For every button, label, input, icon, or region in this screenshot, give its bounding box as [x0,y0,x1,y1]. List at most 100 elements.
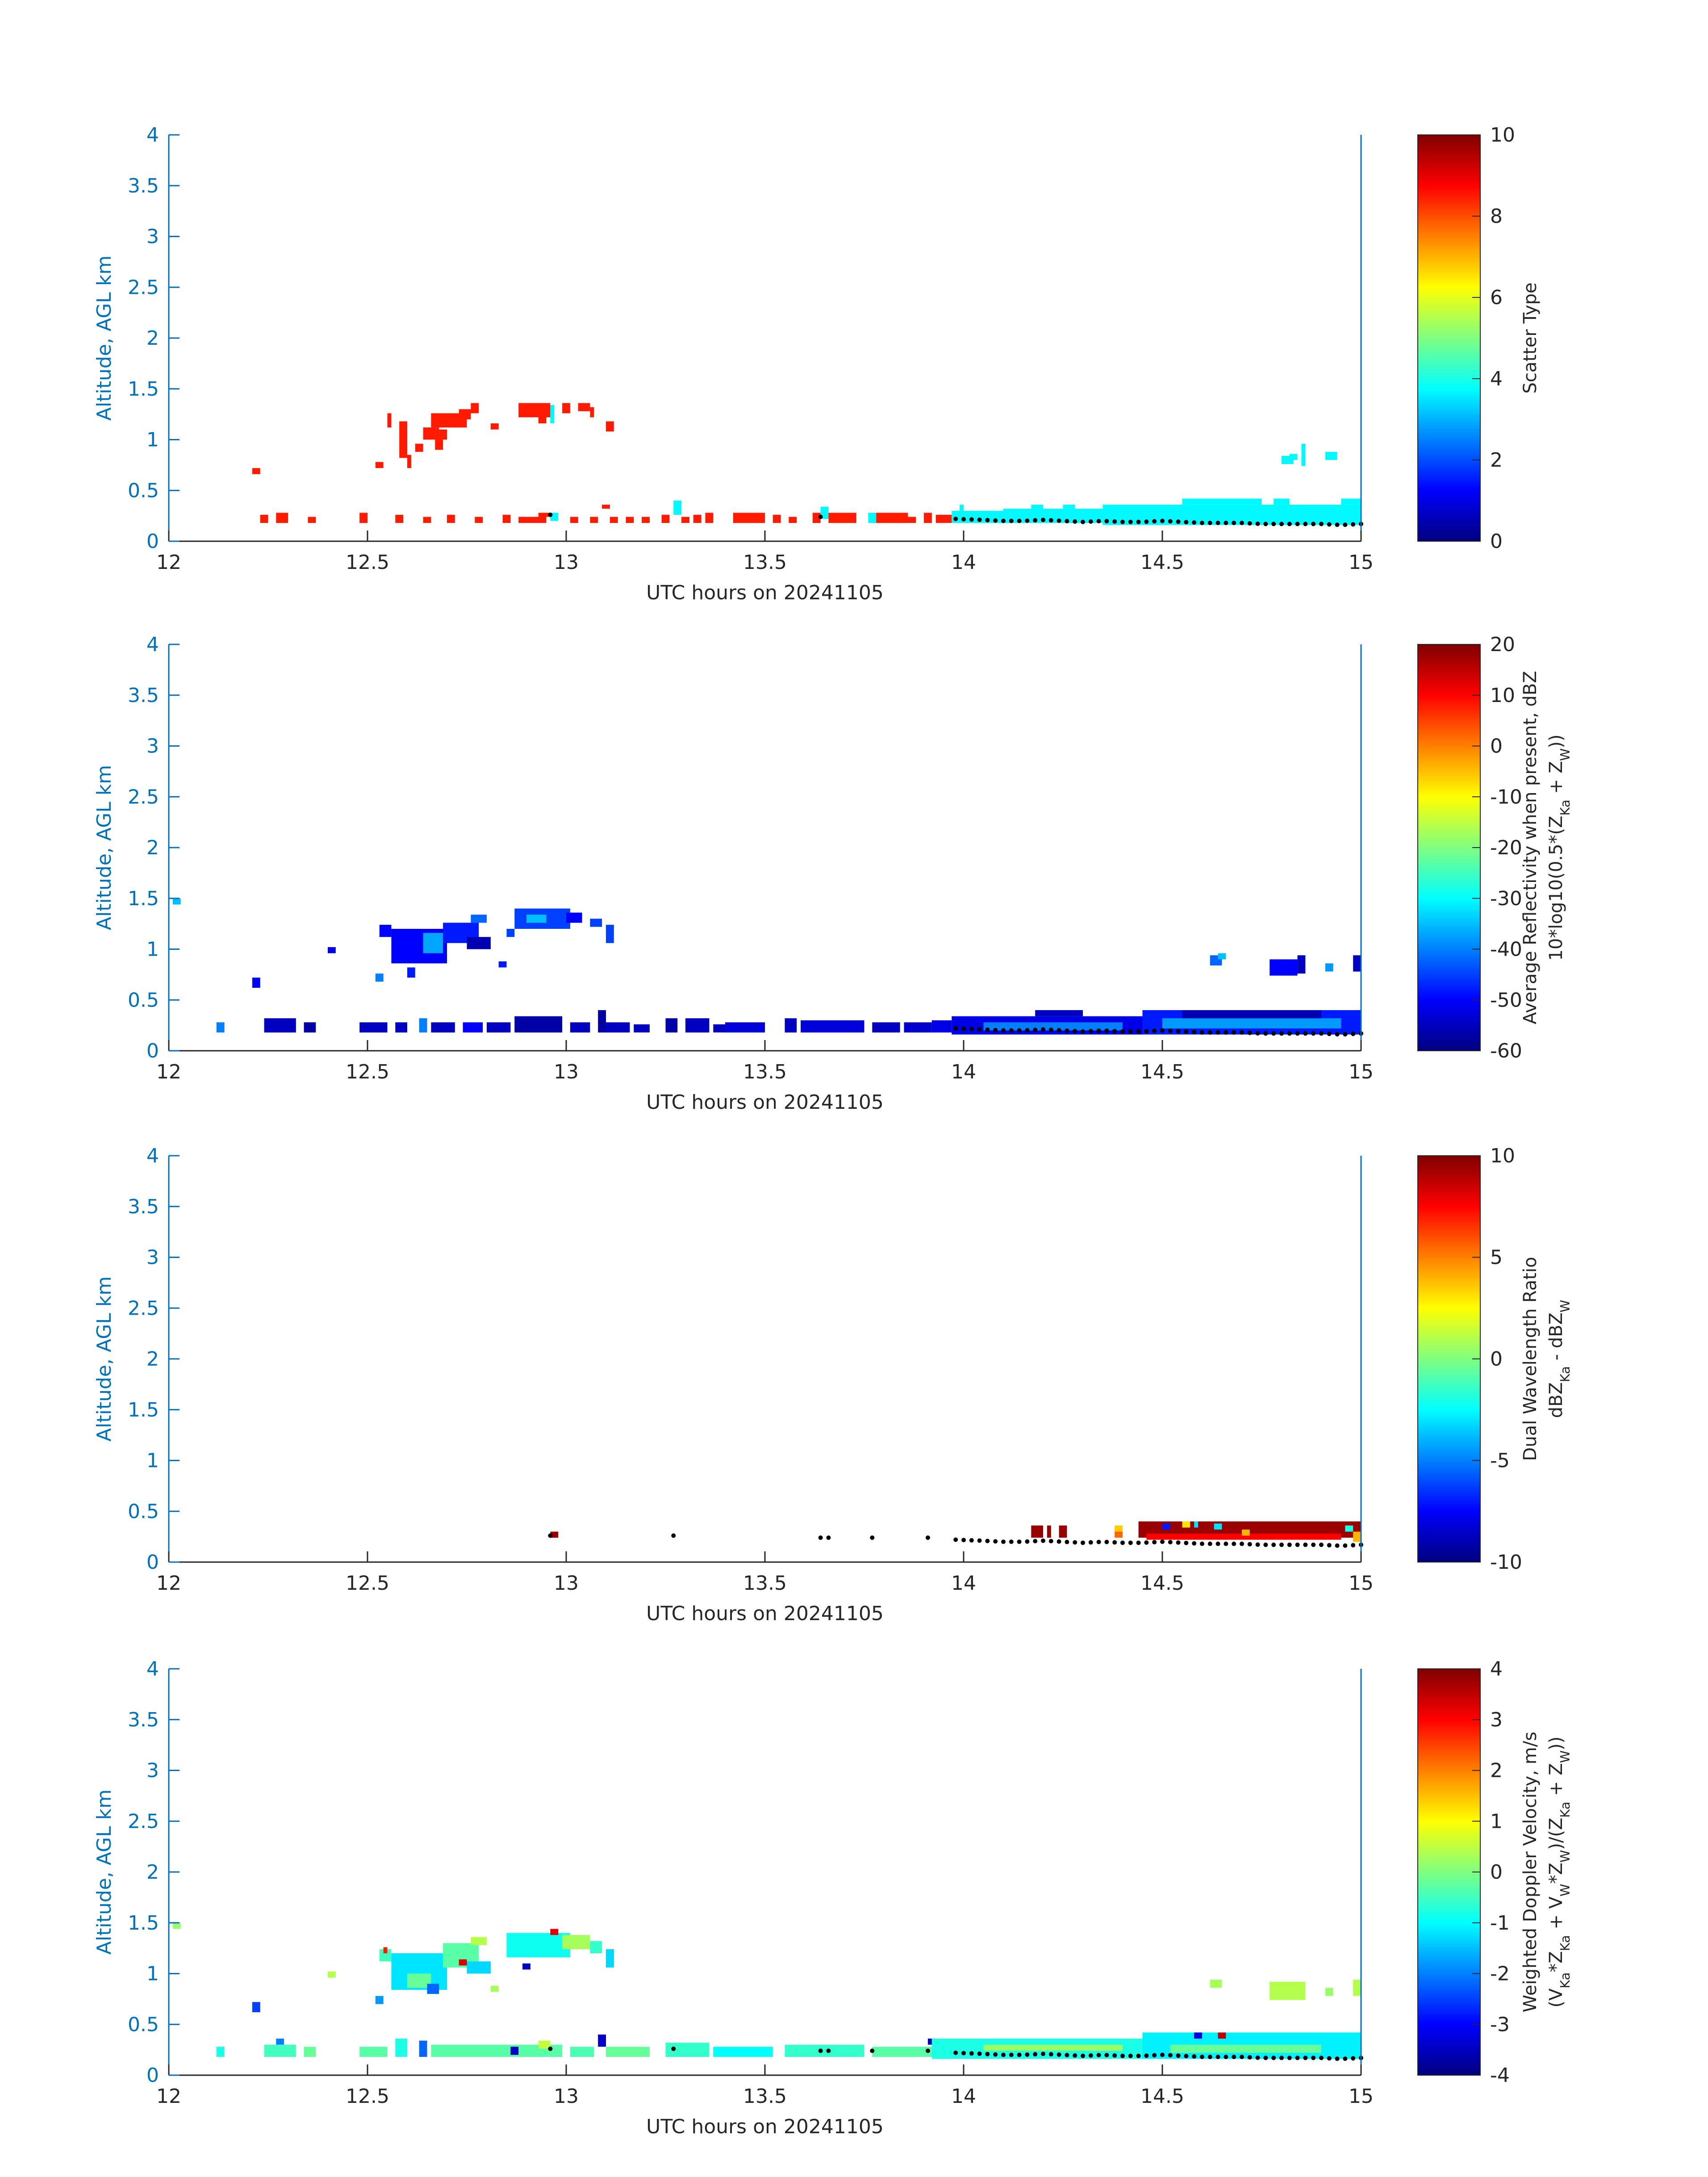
x-tick-label: 14.5 [1140,1061,1184,1083]
ground-dot [1200,1542,1204,1546]
ground-dot [993,1028,998,1032]
ground-dot [1343,1543,1348,1548]
ground-dot [1295,2056,1300,2060]
heatmap-cell [471,915,487,923]
heatmap-cell [1325,963,1333,972]
heatmap-cell [785,2044,864,2057]
ground-dot [1215,1542,1220,1546]
heatmap-cell [526,915,547,923]
panel-3: 12 12.5 13 13.5 14 14.5 15 0 0.5 1 1.5 2 2.5 3 3.5 4 UTC… [93,1145,1573,1625]
heatmap-cell [1325,1988,1333,1996]
heatmap-cell [538,2040,551,2049]
x-tick-label: 14.5 [1140,551,1184,574]
heatmap-cell [387,413,392,428]
colorbar-tick-label: -4 [1490,2064,1510,2087]
ground-dot [1224,1030,1228,1035]
heatmap-cell [1218,2032,1226,2039]
ground-dot [1303,2056,1308,2060]
heatmap-cell [1353,1531,1361,1542]
heatmap-cell [498,961,507,968]
heatmap-cell [590,407,594,418]
ground-dots [548,2046,1363,2061]
heatmap-cell [570,2047,594,2057]
heatmap-cell [983,2044,1123,2051]
ground-dot [985,2052,990,2056]
ground-dot [1057,518,1061,523]
ground-dot [1025,1539,1030,1544]
heatmap-cell [487,1022,511,1033]
colorbar-tick-label: 10 [1490,124,1515,146]
colorbar-tick-label: -40 [1490,938,1522,961]
ground-dot [1184,520,1189,525]
colorbar-tick-label: -20 [1490,836,1522,859]
ground-dot [1295,1542,1300,1547]
x-axis-label: UTC hours on 20241105 [646,1602,884,1625]
heatmap-cell [693,514,702,523]
x-tick-label: 12.5 [346,551,389,574]
ground-dot [1088,1028,1093,1033]
ground-dot [1232,1030,1236,1035]
panel-1: 12 12.5 13 13.5 14 14.5 15 0 0.5 1 1.5 2 2.5 3 3.5 4 UTC… [93,124,1541,604]
ground-dot [1048,1028,1053,1032]
heatmap-cell [606,924,614,943]
ground-dot [1168,1028,1173,1033]
heatmap-cell [1162,1523,1170,1530]
y-tick-label: 0.5 [128,479,159,502]
y-tick-label: 0.5 [128,1500,159,1523]
ground-dot [1033,518,1038,523]
y-tick-label: 3.5 [128,175,159,197]
ground-dot [1168,2053,1173,2058]
colorbar-gradient [1417,1155,1481,1563]
ground-dot [1263,2056,1268,2060]
y-tick-label: 1.5 [128,378,159,401]
y-tick-label: 2 [146,327,159,350]
ground-dot [1303,1542,1308,1547]
x-tick-label: 12 [156,2085,181,2108]
ground-dots [953,1026,1363,1037]
heatmap-cell [447,514,455,523]
heatmap-cells [550,1521,1361,1542]
heatmap-cell [423,427,439,440]
ground-dot [1207,1542,1212,1546]
y-tick-label: 2 [146,836,159,859]
colorbar-tick-label: 2 [1490,1759,1503,1782]
heatmap-cells [172,898,1361,1035]
heatmap-cell [1182,1521,1190,1528]
heatmap-cell [1345,1525,1353,1532]
ground-dot [1136,2053,1141,2058]
ground-dot [1224,521,1228,525]
ground-dot [977,2051,982,2056]
ground-dot [1192,2054,1197,2059]
heatmap-cell [1059,1525,1067,1538]
heatmap-cell [423,517,431,523]
ground-dot [1255,521,1260,526]
ground-dot [1192,1541,1197,1546]
colorbar-tick-label: 5 [1490,1246,1503,1269]
colorbar-label: Average Reflectivity when present, dBZ [1520,671,1541,1024]
ground-dot [1057,1028,1061,1032]
ground-dot [1184,1029,1189,1034]
ground-dot [1319,1031,1324,1036]
heatmap-cell [260,514,268,523]
heatmap-cell [590,517,598,523]
ground-dot [1215,521,1220,525]
ground-dot [953,2050,958,2055]
heatmap-cell [634,1024,650,1032]
heatmap-cells [252,403,1361,525]
ground-dot [1152,519,1157,524]
heatmap-cell [733,513,765,523]
ground-dot [1240,521,1244,525]
heatmap-cell [395,2039,407,2057]
ground-dot [961,1538,966,1542]
heatmap-cell [375,974,384,982]
colorbar: -10 -5 0 5 10 Dual Wavelength Ratio dBZKa - dB… [1417,1145,1573,1574]
ground-dot [1081,2053,1085,2058]
colorbar-tick-label: 0 [1490,735,1503,758]
y-tick-label: 1 [146,938,159,961]
ground-dot [1128,1540,1133,1545]
colorbar-tick-label: 10 [1490,684,1515,707]
ground-dot [1287,1542,1292,1547]
heatmap-cell [538,513,551,517]
ground-dot [1255,1542,1260,1547]
ground-dot [1096,1540,1101,1544]
